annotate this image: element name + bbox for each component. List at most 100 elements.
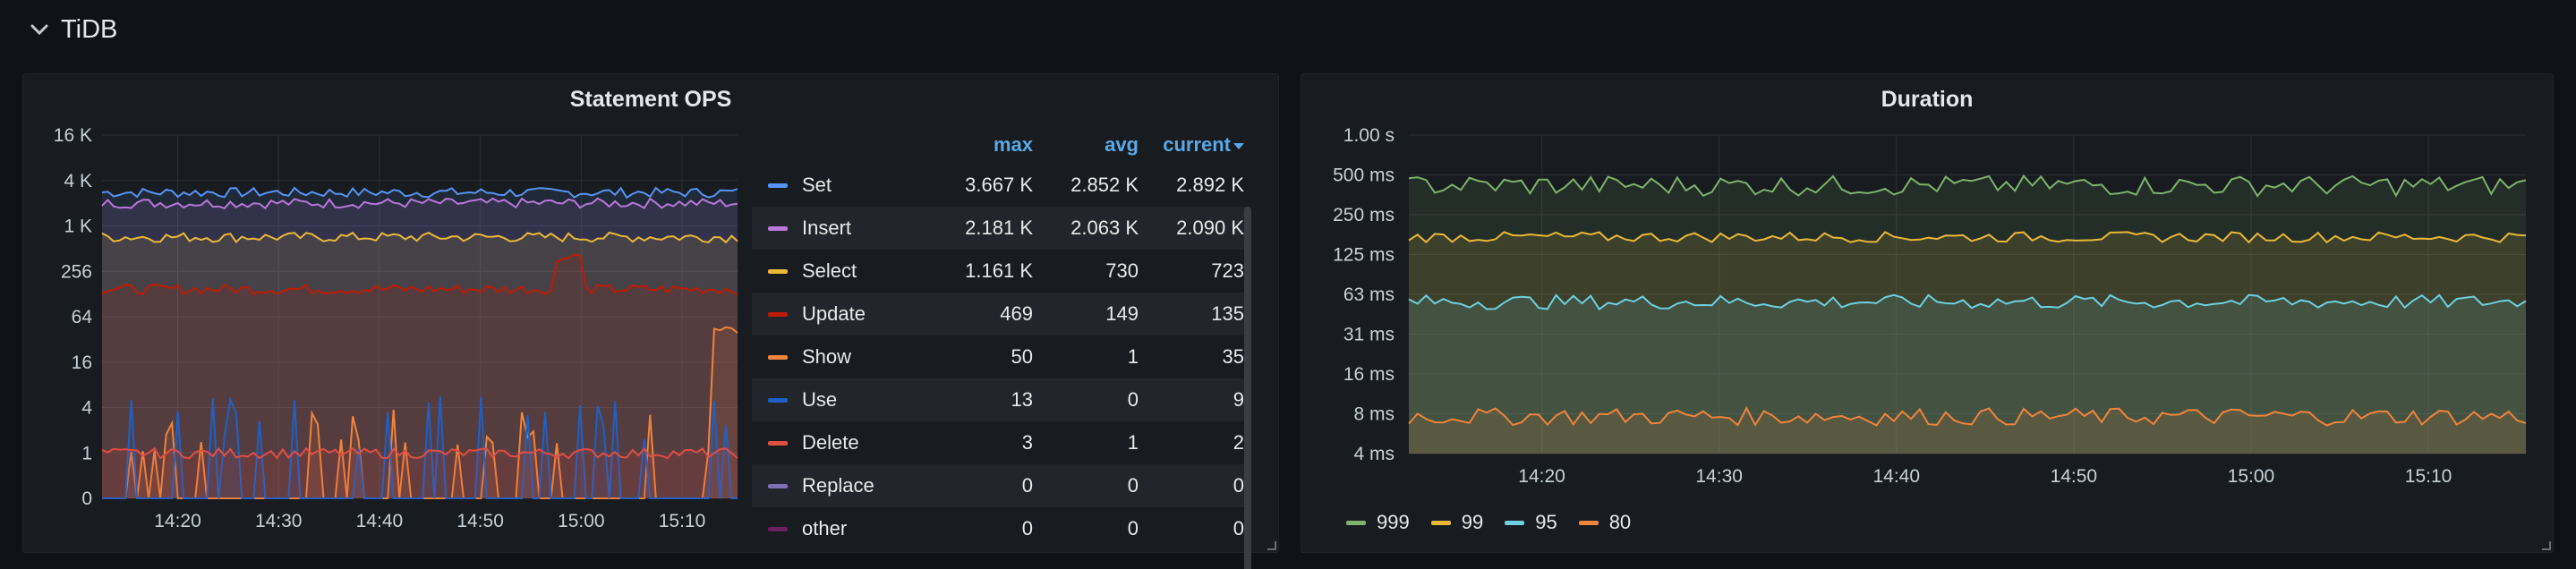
legend-row-use[interactable]: Use 13 0 9 xyxy=(752,378,1250,421)
series-color-swatch[interactable] xyxy=(768,397,788,403)
series-current: 35 xyxy=(1222,345,1244,368)
y-tick-label: 16 K xyxy=(54,125,92,146)
legend-scrollbar[interactable] xyxy=(1244,207,1251,569)
legend-row-other[interactable]: other 0 0 0 xyxy=(752,507,1250,550)
series-name: Select xyxy=(802,259,857,282)
series-max: 50 xyxy=(1011,345,1033,368)
legend-row-replace[interactable]: Replace 0 0 0 xyxy=(752,464,1250,507)
duration-chart: 1.00 s 500 ms 250 ms 125 ms 63 ms 31 ms 16 ms 8… xyxy=(1333,125,2527,487)
series-color-swatch[interactable] xyxy=(1505,520,1525,525)
series-color-swatch[interactable] xyxy=(1430,520,1451,525)
series-color-swatch[interactable] xyxy=(768,526,788,531)
legend-item-999[interactable]: 999 xyxy=(1346,511,1410,534)
column-max[interactable]: max xyxy=(993,133,1033,156)
series-color-swatch[interactable] xyxy=(768,225,788,231)
resize-handle-icon[interactable] xyxy=(1267,541,1276,550)
y-tick-label: 1.00 s xyxy=(1343,125,1395,146)
chevron-down-icon[interactable] xyxy=(27,17,52,42)
legend-row-select[interactable]: Select 1.161 K 730 723 xyxy=(752,250,1250,293)
panel-title[interactable]: Duration xyxy=(1881,86,1974,112)
series-color-swatch[interactable] xyxy=(768,483,788,488)
column-current[interactable]: current xyxy=(1163,133,1231,156)
legend-series[interactable]: Delete xyxy=(752,431,931,454)
series-color-swatch[interactable] xyxy=(1346,520,1366,525)
series-line-use xyxy=(102,396,738,499)
series-color-swatch[interactable] xyxy=(768,354,788,360)
y-tick-label: 64 xyxy=(72,307,93,327)
series-avg: 2.852 K xyxy=(1070,174,1139,196)
legend-series[interactable]: other xyxy=(752,517,931,540)
series-current: 0 xyxy=(1233,517,1244,539)
x-tick-label: 14:30 xyxy=(1695,466,1743,487)
series-max: 1.161 K xyxy=(965,259,1033,282)
resize-handle-icon[interactable] xyxy=(2542,541,2551,550)
legend-series[interactable]: Insert xyxy=(752,217,931,240)
legend-label: 80 xyxy=(1608,511,1632,533)
x-tick-label: 15:00 xyxy=(2228,466,2275,487)
legend-item-95[interactable]: 95 xyxy=(1505,511,1557,534)
legend-row-show[interactable]: Show 50 1 35 xyxy=(752,335,1250,378)
series-max: 3 xyxy=(1021,431,1033,454)
x-tick-label: 15:10 xyxy=(659,511,706,531)
series-area-delete xyxy=(102,448,738,498)
series-avg: 0 xyxy=(1127,388,1139,411)
statement-ops-legend-table: max avg current Set 3.667 K 2.852 K 2.892 K… xyxy=(752,126,1250,550)
series-current: 2.090 K xyxy=(1176,217,1244,239)
y-tick-label: 16 xyxy=(72,352,92,373)
legend-row-update[interactable]: Update 469 149 135 xyxy=(752,293,1250,335)
series-avg: 1 xyxy=(1127,345,1139,368)
series-current: 2.892 K xyxy=(1176,174,1244,196)
series-avg: 0 xyxy=(1127,517,1139,539)
y-tick-label: 4 ms xyxy=(1353,444,1395,464)
legend-series[interactable]: Update xyxy=(752,302,931,326)
x-tick-label: 14:40 xyxy=(356,511,404,531)
series-max: 0 xyxy=(1021,517,1033,539)
series-max: 3.667 K xyxy=(965,174,1033,196)
legend-item-99[interactable]: 99 xyxy=(1430,511,1483,534)
y-tick-label: 0 xyxy=(81,488,92,509)
legend-series[interactable]: Select xyxy=(752,259,931,283)
x-tick-label: 15:00 xyxy=(558,511,605,531)
column-avg[interactable]: avg xyxy=(1105,133,1139,156)
x-tick-label: 14:20 xyxy=(1518,466,1565,487)
row-title[interactable]: TiDB xyxy=(61,14,118,44)
sort-desc-icon xyxy=(1233,142,1244,149)
legend-label: 999 xyxy=(1377,511,1410,533)
y-tick-label: 256 xyxy=(61,261,92,282)
series-current: 0 xyxy=(1233,474,1244,497)
legend-series[interactable]: Replace xyxy=(752,474,931,497)
y-tick-label: 4 xyxy=(81,398,92,419)
legend-item-80[interactable]: 80 xyxy=(1578,511,1632,534)
series-max: 13 xyxy=(1011,388,1033,411)
series-max: 2.181 K xyxy=(965,217,1033,239)
legend-series[interactable]: Use xyxy=(752,388,931,412)
series-area-80 xyxy=(1409,408,2526,454)
y-tick-label: 31 ms xyxy=(1343,325,1395,345)
series-line-update xyxy=(101,253,738,296)
series-avg: 730 xyxy=(1105,259,1139,282)
series-line-select xyxy=(101,231,738,244)
x-tick-label: 14:50 xyxy=(2051,466,2098,487)
x-tick-label: 14:30 xyxy=(255,511,303,531)
row-header-tidb[interactable]: TiDB xyxy=(27,7,117,52)
legend-row-insert[interactable]: Insert 2.181 K 2.063 K 2.090 K xyxy=(752,207,1250,250)
legend-row-delete[interactable]: Delete 3 1 2 xyxy=(752,421,1250,464)
legend-series[interactable]: Show xyxy=(752,345,931,369)
y-tick-label: 500 ms xyxy=(1333,166,1395,186)
legend-label: 95 xyxy=(1535,511,1557,533)
series-area-use xyxy=(102,396,738,498)
series-name: Update xyxy=(802,302,866,325)
legend-rows: Set 3.667 K 2.852 K 2.892 K Insert 2.181 K 2.0… xyxy=(752,164,1250,550)
series-color-swatch[interactable] xyxy=(768,311,788,317)
series-avg: 2.063 K xyxy=(1070,217,1139,239)
series-name: Use xyxy=(802,388,838,411)
legend-series[interactable]: Set xyxy=(752,174,931,197)
series-current: 9 xyxy=(1233,388,1244,411)
series-color-swatch[interactable] xyxy=(768,183,788,188)
series-color-swatch[interactable] xyxy=(1578,520,1599,525)
series-color-swatch[interactable] xyxy=(768,268,788,274)
series-color-swatch[interactable] xyxy=(768,440,788,446)
panel-title[interactable]: Statement OPS xyxy=(569,86,732,112)
legend-row-set[interactable]: Set 3.667 K 2.852 K 2.892 K xyxy=(752,164,1250,207)
column-current-header[interactable]: current xyxy=(1142,133,1248,157)
